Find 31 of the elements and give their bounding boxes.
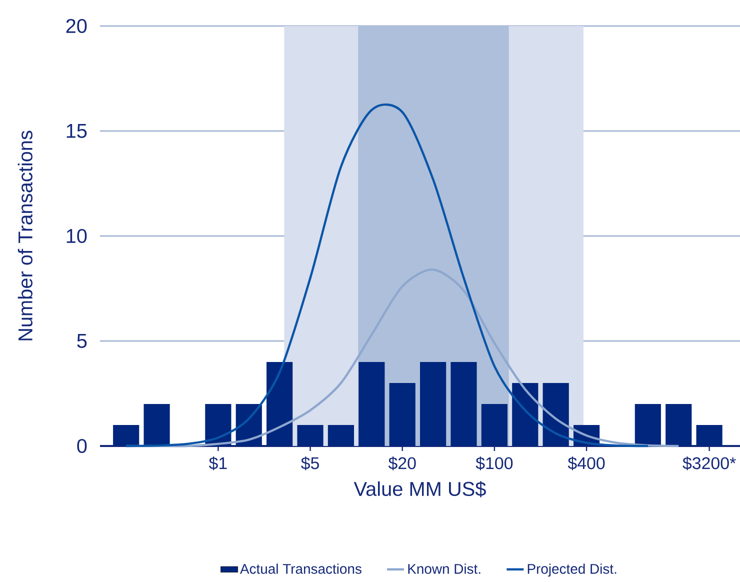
- bar: [389, 383, 416, 446]
- bar: [297, 425, 324, 446]
- y-tick-label: 20: [66, 18, 87, 34]
- x-axis-title: Value MM US$: [354, 481, 486, 498]
- bar: [358, 362, 385, 446]
- bar: [696, 425, 722, 446]
- bar: [328, 425, 354, 446]
- bar: [450, 362, 477, 446]
- bar: [481, 404, 508, 446]
- y-tick-label: 5: [77, 334, 87, 348]
- x-tick-label: $100: [476, 456, 513, 470]
- bar: [266, 362, 293, 446]
- y-tick-label: 0: [77, 438, 87, 454]
- bar: [113, 425, 140, 446]
- legend-label: Projected Dist.: [528, 564, 616, 577]
- x-tick-label: $5: [301, 456, 319, 470]
- bar: [420, 362, 446, 446]
- bar: [666, 404, 692, 446]
- bar: [144, 404, 170, 446]
- x-tick-label: $3200*: [682, 456, 736, 470]
- y-tick-label: 15: [66, 124, 87, 138]
- legend-label: Actual Transactions: [240, 564, 362, 574]
- bar: [634, 404, 661, 446]
- y-tick-label: 10: [66, 228, 87, 244]
- x-tick-label: $20: [388, 456, 416, 470]
- x-tick-label: $1: [208, 456, 227, 470]
- y-axis-title: Number of Transactions: [18, 130, 32, 340]
- bar: [512, 383, 538, 446]
- x-tick-label: $400: [568, 456, 605, 470]
- bar: [542, 383, 569, 446]
- legend-label: Known Dist.: [408, 564, 480, 574]
